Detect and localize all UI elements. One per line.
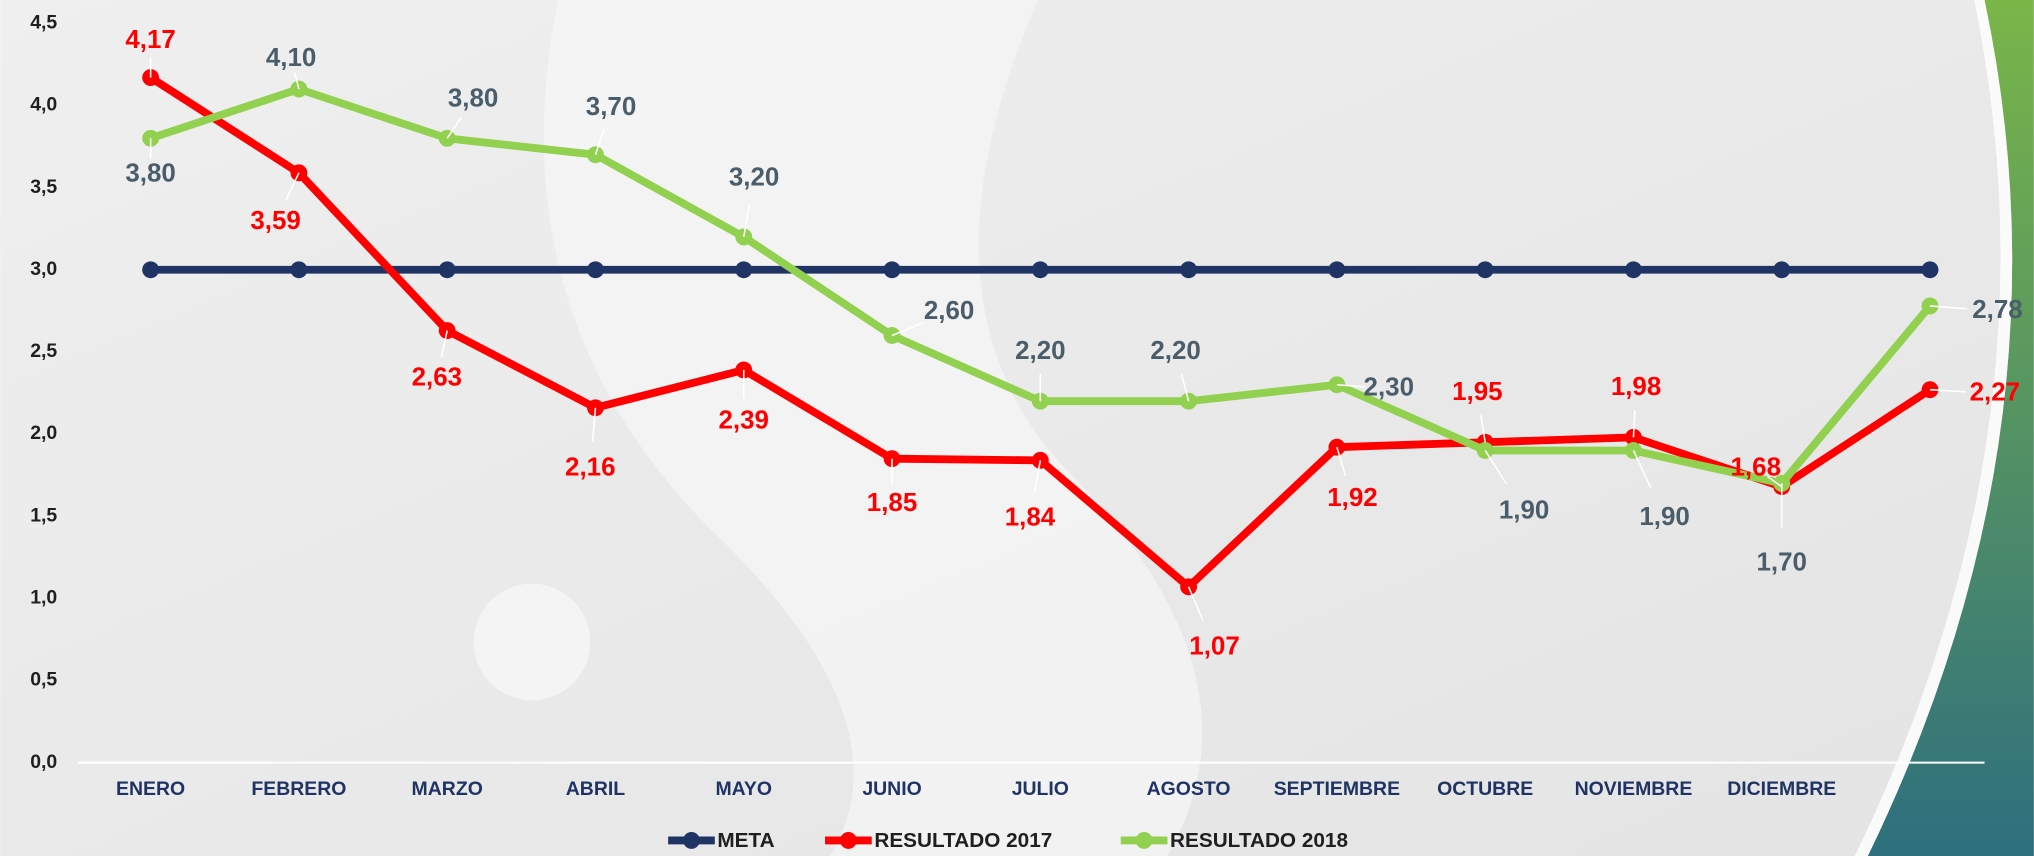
- data-label: 1,70: [1757, 549, 1807, 577]
- data-point: [883, 261, 901, 279]
- y-tick-label: 1,0: [30, 586, 57, 608]
- y-tick-label: 2,5: [30, 340, 57, 362]
- data-point: [587, 261, 604, 279]
- leader-line: [1033, 460, 1042, 493]
- leader-line: [591, 407, 597, 442]
- legend-label: RESULTADO 2018: [1170, 829, 1348, 852]
- leader-line: [594, 128, 605, 156]
- data-point: [142, 261, 160, 279]
- data-label: 1,07: [1189, 633, 1239, 661]
- data-label: 1,85: [867, 489, 917, 517]
- leader-line: [1484, 450, 1508, 485]
- y-tick-label: 2,0: [30, 422, 57, 444]
- data-label: 2,78: [1972, 296, 2022, 324]
- legend-marker: [839, 832, 857, 849]
- data-label: 1,92: [1327, 484, 1377, 512]
- leader-line: [1480, 415, 1486, 443]
- data-point: [1476, 261, 1494, 279]
- leader-line: [1336, 383, 1366, 388]
- data-label: 1,95: [1452, 378, 1502, 406]
- data-point: [1773, 261, 1791, 279]
- x-tick-label: FEBRERO: [251, 778, 346, 800]
- y-tick-label: 4,0: [30, 94, 57, 116]
- x-tick-label: ABRIL: [566, 778, 626, 800]
- data-label: 2,63: [412, 363, 462, 391]
- data-point: [587, 146, 604, 164]
- data-label: 4,17: [125, 26, 175, 54]
- background-edge-border: [1854, 0, 2013, 856]
- data-label: 1,68: [1731, 453, 1781, 481]
- background-circle: [473, 583, 591, 701]
- data-label: 2,60: [924, 297, 974, 325]
- data-label: 3,70: [586, 93, 636, 121]
- y-tick-label: 3,5: [30, 176, 57, 198]
- legend-label: META: [717, 829, 774, 852]
- data-point: [1180, 261, 1198, 279]
- data-point: [1031, 261, 1049, 279]
- leader-line: [1632, 450, 1652, 488]
- data-label: 1,98: [1611, 373, 1661, 401]
- data-label: 1,90: [1639, 503, 1689, 531]
- legend-label: RESULTADO 2017: [874, 829, 1052, 852]
- leader-line: [293, 72, 300, 90]
- leader-line: [891, 321, 924, 337]
- data-label: 3,59: [250, 207, 300, 235]
- y-tick-label: 0,0: [30, 751, 57, 773]
- data-label: 3,20: [729, 163, 779, 191]
- leader-line: [446, 116, 463, 139]
- data-label: 1,90: [1499, 496, 1549, 524]
- x-tick-label: MAYO: [715, 778, 772, 800]
- leader-line: [1929, 305, 1968, 310]
- x-tick-label: JULIO: [1012, 778, 1069, 800]
- data-label: 2,30: [1364, 374, 1414, 402]
- leader-line: [1336, 446, 1347, 476]
- data-point: [290, 261, 308, 279]
- y-tick-label: 3,0: [30, 258, 57, 280]
- leader-line: [285, 172, 300, 201]
- data-label: 3,80: [448, 84, 498, 112]
- leader-line: [742, 204, 751, 238]
- data-point: [1921, 261, 1939, 279]
- data-label: 4,10: [266, 44, 316, 72]
- leader-line: [1632, 410, 1636, 438]
- data-label: 1,84: [1005, 504, 1056, 532]
- data-point: [142, 69, 160, 86]
- data-point: [1328, 261, 1346, 279]
- leader-line: [1929, 388, 1966, 393]
- y-tick-label: 4,5: [30, 11, 57, 33]
- x-tick-label: SEPTIEMBRE: [1274, 778, 1400, 800]
- x-tick-label: NOVIEMBRE: [1575, 778, 1693, 800]
- data-point: [1625, 261, 1642, 279]
- x-tick-label: DICIEMBRE: [1727, 778, 1836, 800]
- data-label: 3,80: [125, 160, 175, 188]
- data-point: [735, 261, 753, 279]
- x-tick-label: MARZO: [412, 778, 483, 800]
- data-label: 2,39: [719, 407, 769, 435]
- legend-marker: [1135, 832, 1153, 849]
- data-point: [438, 261, 456, 279]
- x-tick-label: ENERO: [116, 778, 185, 800]
- x-tick-label: OCTUBRE: [1437, 778, 1533, 800]
- leader-line: [1767, 475, 1783, 488]
- background-edge: [1867, 0, 2034, 856]
- data-label: 2,16: [565, 454, 615, 482]
- y-tick-label: 1,5: [30, 504, 57, 526]
- leader-line: [440, 330, 448, 358]
- x-tick-label: JUNIO: [862, 778, 921, 800]
- leader-line: [1187, 586, 1204, 621]
- legend-marker: [683, 832, 700, 849]
- data-label: 2,20: [1015, 337, 1065, 365]
- x-tick-label: AGOSTO: [1147, 778, 1231, 800]
- y-tick-label: 0,5: [30, 669, 57, 691]
- leader-line: [1180, 373, 1190, 402]
- data-label: 2,20: [1150, 337, 1200, 365]
- data-label: 2,27: [1970, 378, 2020, 406]
